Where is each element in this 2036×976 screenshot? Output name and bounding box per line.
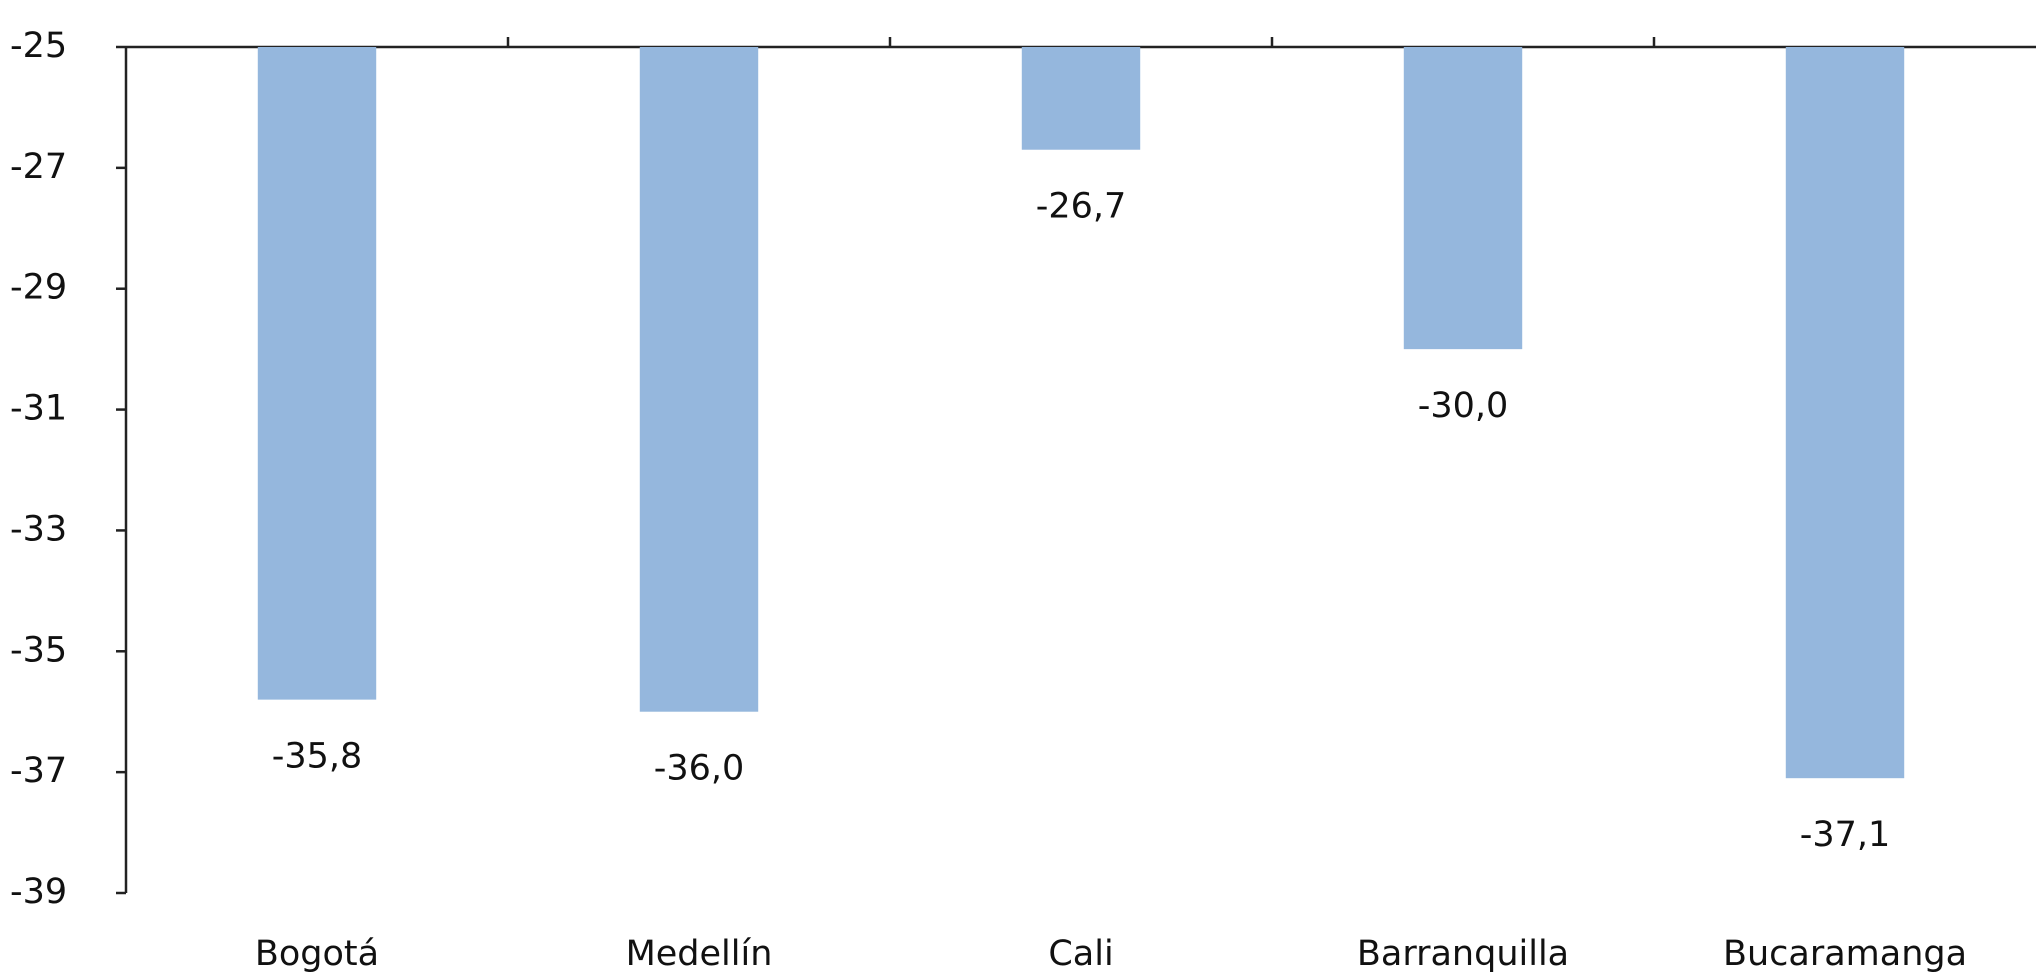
x-tick-label: Bogotá	[255, 934, 379, 974]
y-tick-label: -39	[10, 872, 67, 912]
x-tick-label: Barranquilla	[1357, 934, 1569, 974]
x-tick-label: Cali	[1048, 934, 1113, 974]
y-tick-label: -29	[10, 268, 67, 308]
data-label: -36,0	[654, 749, 745, 789]
y-tick-label: -37	[10, 751, 67, 791]
x-tick-label: Medellín	[626, 934, 773, 974]
y-tick-label: -33	[10, 509, 67, 549]
bar	[257, 47, 377, 700]
data-label: -35,8	[272, 737, 363, 777]
bar	[1785, 47, 1905, 779]
y-tick-label: -35	[10, 630, 67, 670]
data-label: -26,7	[1036, 187, 1127, 227]
y-tick-label: -25	[10, 26, 67, 66]
y-tick-label: -27	[10, 147, 67, 187]
bar	[1021, 47, 1141, 150]
bar	[639, 47, 759, 712]
data-label: -30,0	[1418, 386, 1509, 426]
bar	[1403, 47, 1523, 350]
data-label: -37,1	[1800, 815, 1891, 855]
x-tick-label: Bucaramanga	[1723, 934, 1967, 974]
y-tick-label: -31	[10, 389, 67, 429]
